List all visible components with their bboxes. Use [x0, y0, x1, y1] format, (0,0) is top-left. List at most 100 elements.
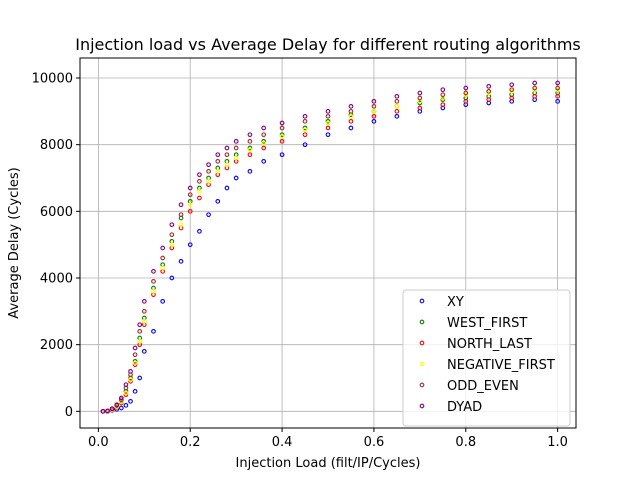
point-dyad: [247, 132, 253, 138]
point-xy: [169, 275, 175, 281]
legend-label-odd-even: ODD_EVEN: [447, 379, 519, 394]
legend-label-xy: XY: [447, 295, 464, 310]
point-negative-first: [532, 87, 538, 93]
point-xy: [233, 175, 239, 181]
point-dyad: [394, 93, 400, 99]
point-dyad: [215, 152, 221, 158]
point-odd-even: [509, 87, 515, 93]
point-dyad: [128, 368, 133, 374]
point-dyad: [509, 82, 515, 88]
legend-marker-dyad: [419, 403, 425, 409]
point-odd-even: [440, 92, 446, 98]
point-odd-even: [178, 212, 184, 218]
point-north-last: [123, 392, 129, 398]
point-xy: [261, 158, 267, 164]
point-odd-even: [187, 192, 193, 198]
point-dyad: [532, 80, 538, 86]
point-north-last: [302, 132, 308, 138]
point-dyad: [100, 408, 106, 414]
point-negative-first: [394, 103, 400, 109]
y-tick-label: 8000: [40, 138, 73, 153]
point-north-last: [440, 102, 446, 108]
point-north-last: [128, 378, 133, 384]
point-xy: [128, 398, 133, 404]
point-west-first: [302, 125, 308, 131]
point-west-first: [279, 132, 285, 138]
point-negative-first: [132, 360, 138, 366]
point-dyad: [486, 83, 492, 89]
point-odd-even: [169, 232, 175, 238]
y-tick-label: 6000: [40, 205, 73, 220]
point-dyad: [123, 382, 129, 388]
point-odd-even: [325, 113, 331, 119]
point-dyad: [187, 185, 193, 191]
point-dyad: [371, 98, 377, 104]
legend-marker-north-last: [419, 340, 425, 346]
point-negative-first: [187, 202, 193, 208]
point-dyad: [555, 80, 560, 86]
point-dyad: [440, 87, 446, 93]
point-west-first: [325, 118, 331, 124]
point-dyad: [348, 103, 354, 109]
point-negative-first: [137, 338, 143, 344]
legend-label-west-first: WEST_FIRST: [447, 316, 527, 331]
point-dyad: [178, 202, 184, 208]
point-odd-even: [151, 278, 156, 284]
point-xy: [325, 132, 331, 138]
point-north-last: [348, 118, 354, 124]
legend-label-north-last: NORTH_LAST: [447, 337, 532, 352]
point-odd-even: [132, 352, 138, 358]
point-north-last: [197, 195, 202, 201]
point-negative-first: [279, 133, 285, 139]
point-xy: [137, 375, 143, 381]
point-north-last: [463, 98, 469, 104]
point-xy: [302, 142, 308, 148]
point-dyad: [132, 345, 138, 351]
legend-marker-xy: [419, 298, 425, 304]
point-dyad: [151, 268, 156, 274]
x-tick-label: 0.0: [88, 435, 109, 450]
chart-title: Injection load vs Average Delay for diff…: [75, 35, 581, 54]
point-xy: [118, 405, 124, 411]
point-xy: [160, 298, 166, 304]
legend-box: [402, 289, 571, 427]
point-dyad: [417, 90, 423, 96]
point-negative-first: [178, 222, 184, 228]
point-west-first: [440, 97, 446, 103]
point-dyad: [224, 145, 230, 151]
point-north-last: [187, 208, 193, 214]
point-north-last: [132, 362, 138, 368]
point-odd-even: [279, 125, 285, 131]
point-odd-even: [215, 158, 221, 164]
y-tick-label: 0: [65, 405, 73, 420]
point-negative-first: [486, 90, 492, 96]
point-odd-even: [371, 103, 377, 109]
data-points: [100, 80, 560, 414]
point-dyad: [233, 138, 239, 144]
y-tick-label: 2000: [40, 338, 73, 353]
point-dyad: [105, 408, 110, 414]
point-odd-even: [224, 152, 230, 158]
point-negative-first: [261, 140, 267, 146]
point-north-last: [261, 145, 267, 151]
point-xy: [224, 185, 230, 191]
point-dyad: [206, 162, 211, 168]
point-xy: [141, 348, 147, 354]
legend-label-negative-first: NEGATIVE_FIRST: [447, 358, 555, 373]
point-north-last: [325, 125, 331, 131]
point-negative-first: [371, 108, 377, 114]
point-north-last: [417, 105, 423, 111]
point-negative-first: [123, 390, 129, 396]
legend-marker-odd-even: [419, 382, 425, 388]
point-odd-even: [532, 85, 538, 91]
point-west-first: [417, 100, 423, 106]
point-negative-first: [224, 162, 230, 168]
point-negative-first: [160, 265, 166, 271]
x-axis-label: Injection Load (filt/IP/Cycles): [236, 456, 421, 471]
point-odd-even: [348, 108, 354, 114]
point-odd-even: [247, 138, 253, 144]
point-odd-even: [555, 85, 560, 91]
point-dyad: [302, 113, 308, 119]
y-axis-label: Average Delay (Cycles): [7, 167, 22, 318]
